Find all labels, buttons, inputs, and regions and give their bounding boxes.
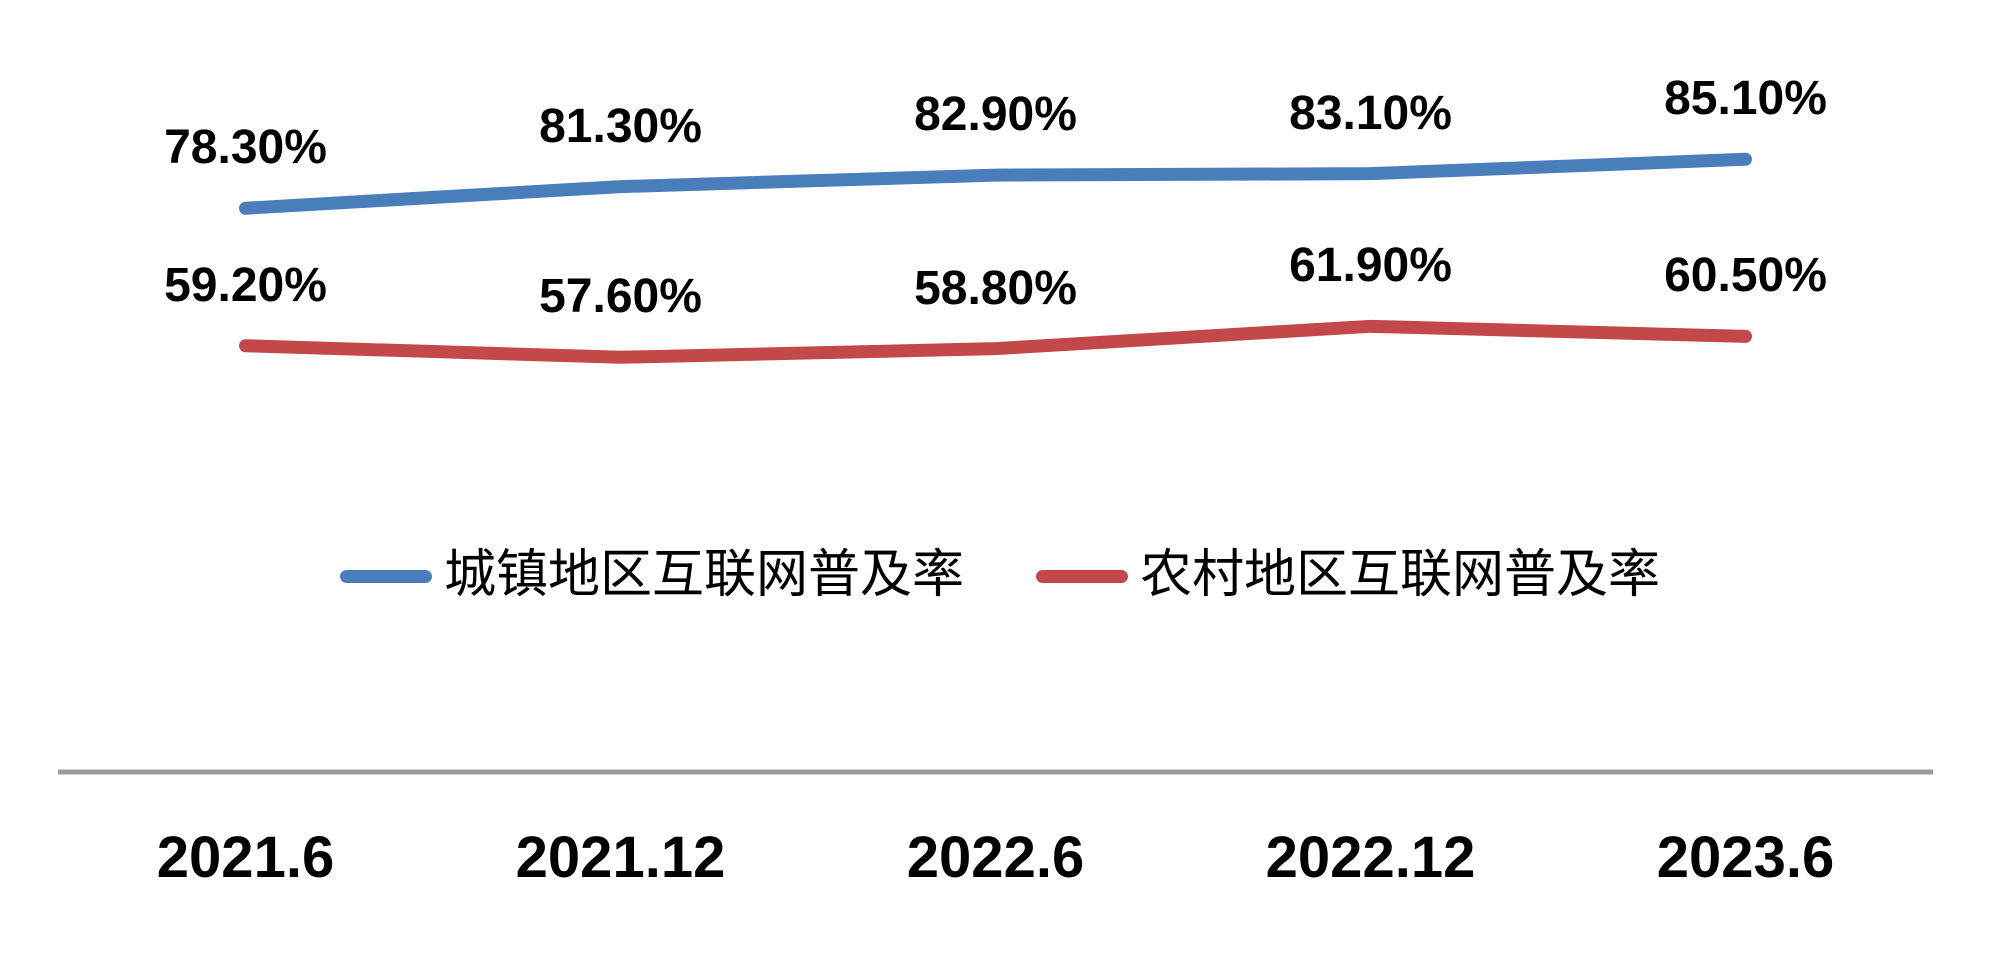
legend-item-rural: 农村地区互联网普及率 [1036,546,1660,606]
legend: 城镇地区互联网普及率 农村地区互联网普及率 [0,543,2000,609]
x-axis-label: 2021.12 [515,825,726,890]
rural-series-line [239,319,1752,364]
urban-legend-swatch [339,569,432,583]
x-axis-label: 2023.6 [1656,825,1835,890]
rural-data-label: 61.90% [1289,239,1452,293]
urban-legend-label: 城镇地区互联网普及率 [443,547,964,604]
urban-series-line [239,152,1752,215]
legend-item-urban: 城镇地区互联网普及率 [339,546,964,606]
urban-data-label: 83.10% [1289,86,1452,140]
rural-data-label: 60.50% [1664,249,1827,303]
urban-data-label: 81.30% [539,99,702,153]
x-axis-label: 2021.6 [156,825,335,890]
urban-data-label: 78.30% [164,121,327,175]
rural-data-label: 59.20% [164,258,327,312]
urban-data-label: 82.90% [914,88,1077,142]
rural-legend-label: 农村地区互联网普及率 [1140,547,1661,604]
urban-data-label: 85.10% [1664,72,1827,126]
x-axis-label: 2022.12 [1265,825,1476,890]
rural-data-label: 58.80% [914,261,1077,315]
rural-legend-swatch [1036,569,1128,583]
rural-data-label: 57.60% [539,270,702,324]
x-axis-label: 2022.6 [906,825,1085,890]
